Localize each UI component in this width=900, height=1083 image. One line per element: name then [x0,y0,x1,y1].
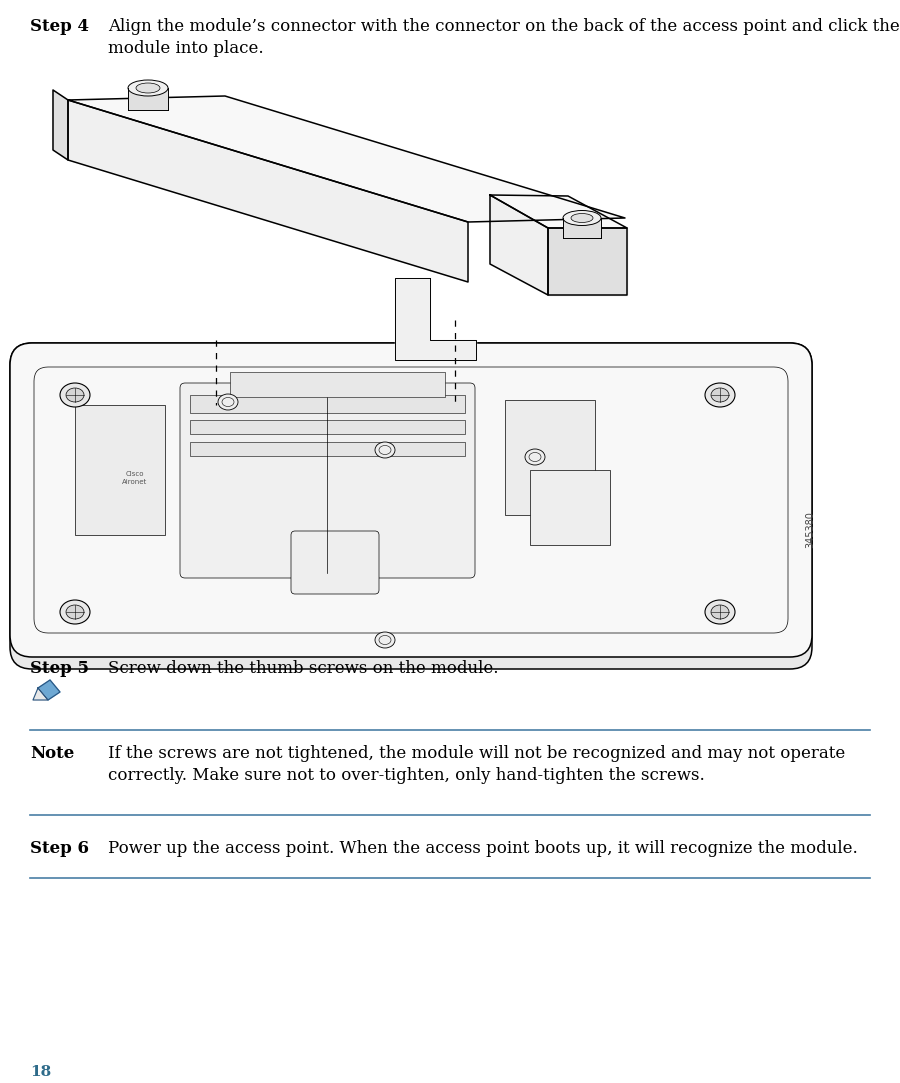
Ellipse shape [705,600,735,624]
Text: Screw down the thumb screws on the module.: Screw down the thumb screws on the modul… [108,660,499,677]
Ellipse shape [375,442,395,458]
Text: Step 6: Step 6 [30,840,89,857]
Text: Cisco
Aironet: Cisco Aironet [122,471,148,484]
Text: Power up the access point. When the access point boots up, it will recognize the: Power up the access point. When the acce… [108,840,858,857]
Bar [190,420,465,434]
Polygon shape [33,688,48,700]
Ellipse shape [563,210,601,225]
FancyBboxPatch shape [291,531,379,593]
Polygon shape [548,229,627,295]
Polygon shape [68,96,625,222]
Polygon shape [53,90,68,160]
Text: If the screws are not tightened, the module will not be recognized and may not o: If the screws are not tightened, the mod… [108,745,845,784]
Text: 345380: 345380 [805,511,815,548]
Bar [563,218,601,238]
Ellipse shape [66,605,84,619]
Bar [128,88,168,110]
Ellipse shape [136,83,160,93]
Ellipse shape [571,213,593,222]
Bar [230,371,445,397]
Polygon shape [38,680,60,700]
Ellipse shape [711,388,729,402]
Ellipse shape [66,388,84,402]
Ellipse shape [705,383,735,407]
Bar [505,400,595,516]
Polygon shape [68,100,468,282]
Bar [75,405,165,535]
Ellipse shape [218,394,238,410]
Ellipse shape [525,449,545,465]
Bar [190,395,465,413]
FancyBboxPatch shape [10,343,812,669]
Ellipse shape [128,80,168,96]
Text: Align the module’s connector with the connector on the back of the access point : Align the module’s connector with the co… [108,18,900,57]
Polygon shape [395,278,476,360]
Ellipse shape [711,605,729,619]
Polygon shape [490,195,548,295]
Polygon shape [490,195,627,229]
FancyBboxPatch shape [10,343,812,657]
Bar [530,470,610,545]
Text: Note: Note [30,745,74,762]
Text: Step 5: Step 5 [30,660,89,677]
Ellipse shape [60,383,90,407]
Text: Step 4: Step 4 [30,18,89,35]
FancyBboxPatch shape [180,383,475,578]
Ellipse shape [375,632,395,648]
Ellipse shape [60,600,90,624]
Bar [190,442,465,456]
Text: 18: 18 [30,1065,51,1079]
